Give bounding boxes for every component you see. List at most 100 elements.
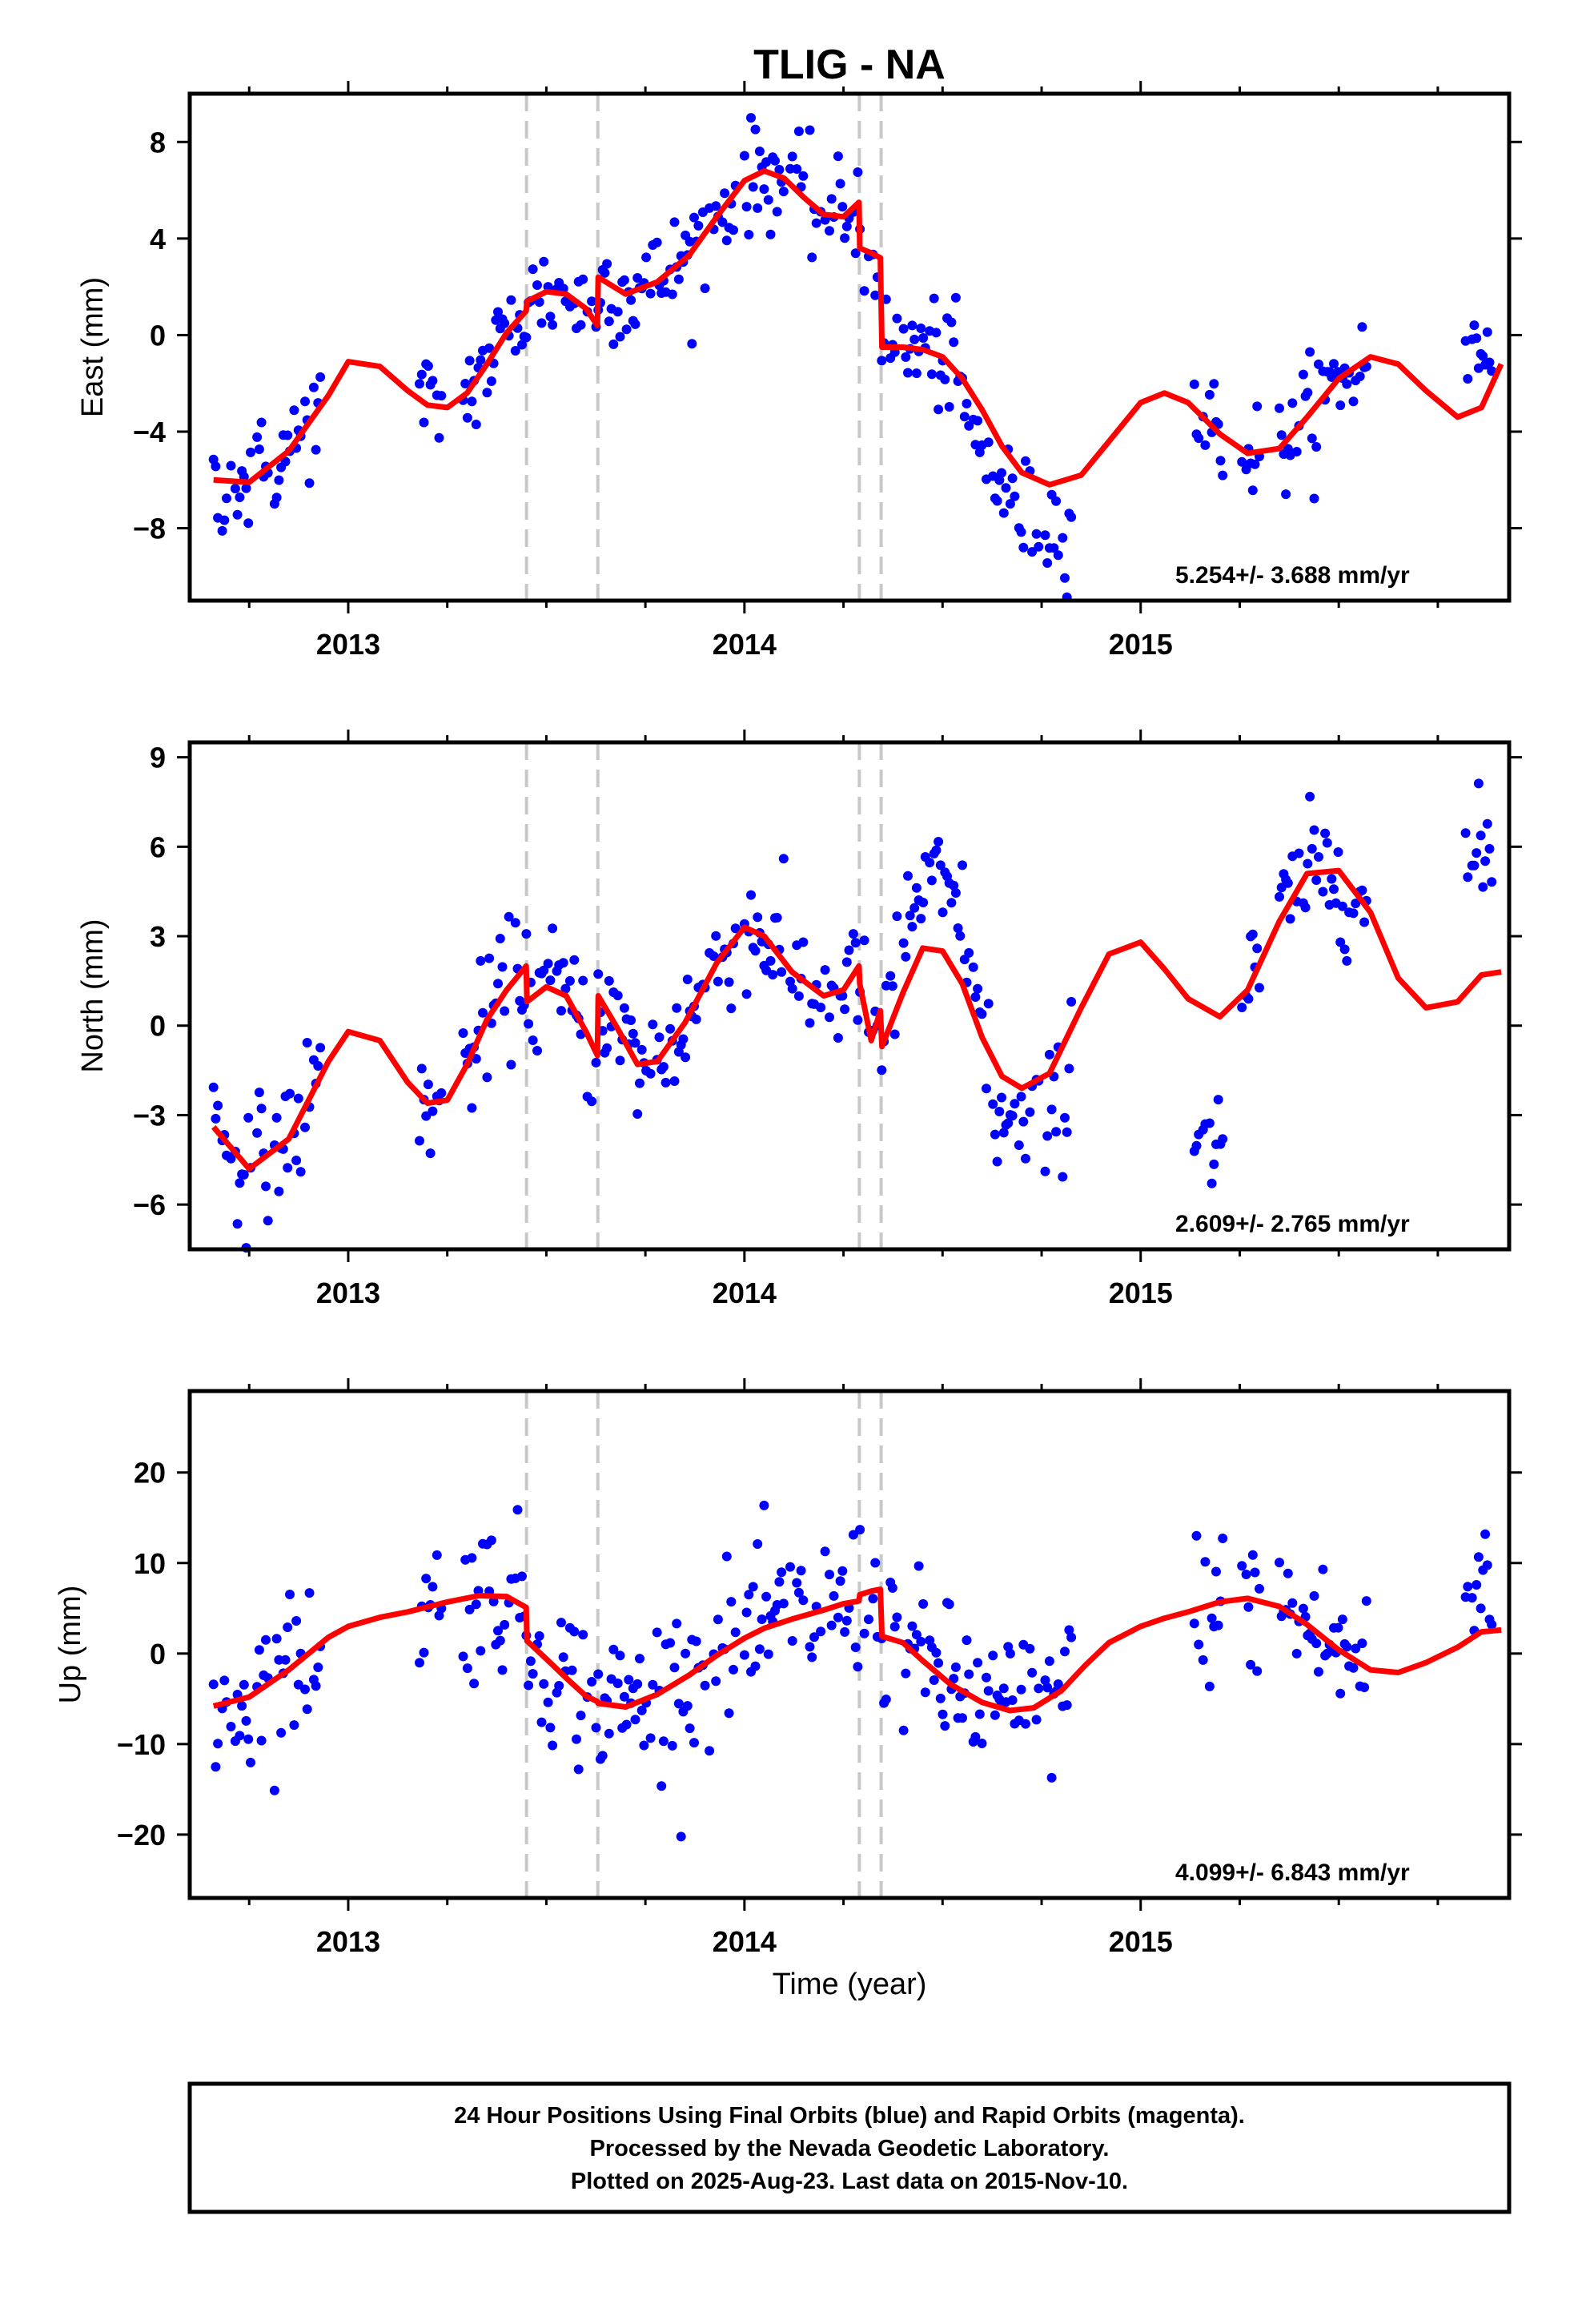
north-data-point [436,1088,447,1098]
north-data-point [798,937,809,947]
east-data-point [300,396,310,407]
north-data-point [853,1015,863,1025]
north-data-point [1064,1063,1074,1074]
north-data-point [1460,828,1471,838]
up-data-point [763,1649,773,1659]
north-data-point [1335,937,1346,947]
north-data-point [1309,825,1319,835]
up-data-point [261,1634,271,1645]
up-data-point [1218,1534,1228,1543]
east-data-point [1357,322,1367,332]
north-data-point [423,1080,433,1090]
north-data-point [1320,828,1331,838]
up-data-point [792,1578,802,1588]
north-data-point [1066,996,1077,1007]
east-data-point [1463,374,1473,384]
north-data-point [1469,860,1480,870]
up-data-point [1351,1643,1361,1654]
up-data-point [949,1674,959,1684]
up-data-point [1318,1564,1328,1574]
east-data-point [1252,401,1263,412]
east-data-point [807,252,817,263]
up-data-point [1021,1719,1030,1729]
up-data-point [673,1699,684,1709]
up-data-point [241,1715,251,1726]
up-data-point [748,1582,758,1592]
north-data-point [630,1038,640,1048]
north-data-point [564,975,575,986]
north-panel: 2013 2014 2015 −6 −3 0 3 6 9 North (mm) 2.609+/- 2… [76,730,1522,1309]
east-data-point [308,382,319,392]
up-data-point [534,1630,544,1641]
east-data-point [892,313,902,324]
up-data-point [1337,1614,1347,1625]
up-frame [187,1389,1512,1900]
north-data-point [724,977,734,987]
east-data-point [918,333,929,343]
north-data-point [898,938,909,948]
up-data-point [841,1615,852,1626]
up-data-point [1335,1688,1346,1699]
north-data-point [1255,983,1264,993]
up-data-point [517,1571,527,1582]
north-data-point [482,1072,492,1083]
up-data-point [681,1648,691,1659]
north-data-point [1003,1118,1014,1128]
up-data-point [1287,1598,1298,1608]
north-y-axis-label: North (mm) [76,919,110,1072]
up-y-axis-label: Up (mm) [54,1586,87,1704]
north-data-point [713,976,723,987]
east-data-point [283,430,293,440]
up-data-point [682,1701,693,1711]
north-data-point [926,875,937,886]
east-data-point [673,274,684,284]
up-data-point [1472,1580,1482,1590]
east-data-point [506,295,516,305]
up-data-point [850,1642,861,1652]
up-data-point [889,1622,900,1632]
east-data-point [528,264,538,275]
up-data-point [920,1687,930,1698]
north-data-point [678,1034,689,1044]
up-data-point [1027,1667,1038,1678]
east-data-point [1042,558,1053,568]
up-data-point [931,1647,942,1658]
east-data-point [1049,543,1059,553]
east-data-point [271,493,282,503]
north-data-point [291,1156,302,1165]
up-data-point [608,1644,619,1655]
north-data-point [992,1156,1002,1167]
east-data-point [423,361,433,371]
east-data-point [741,202,752,212]
north-data-point [938,907,948,918]
up-data-point [619,1691,629,1702]
up-data-point [741,1607,752,1618]
east-data-point [720,188,730,199]
east-data-point [1348,396,1359,407]
up-data-point [835,1576,845,1586]
east-data-point [416,369,427,380]
north-data-point [587,1096,597,1107]
up-data-point [604,1728,614,1739]
north-data-point [493,979,503,989]
north-data-point [626,1015,636,1025]
north-data-point [934,837,944,846]
north-data-point [730,923,741,934]
east-data-point [467,396,477,407]
up-data-point [458,1651,468,1662]
up-data-point [635,1654,644,1664]
north-data-point [1476,830,1486,841]
x-axis-label: Time (year) [773,1968,927,2001]
up-data-point [648,1679,658,1690]
north-data-point [654,1032,665,1043]
north-data-point [484,953,495,963]
north-data-point [1357,885,1367,895]
east-data-point [476,355,486,365]
north-data-point [510,918,520,928]
up-data-point [1044,1656,1054,1667]
up-data-point [974,1709,985,1719]
east-data-point [304,478,315,489]
up-data-point [973,1658,983,1668]
east-data-point [754,147,765,156]
north-data-point [1058,1172,1068,1182]
